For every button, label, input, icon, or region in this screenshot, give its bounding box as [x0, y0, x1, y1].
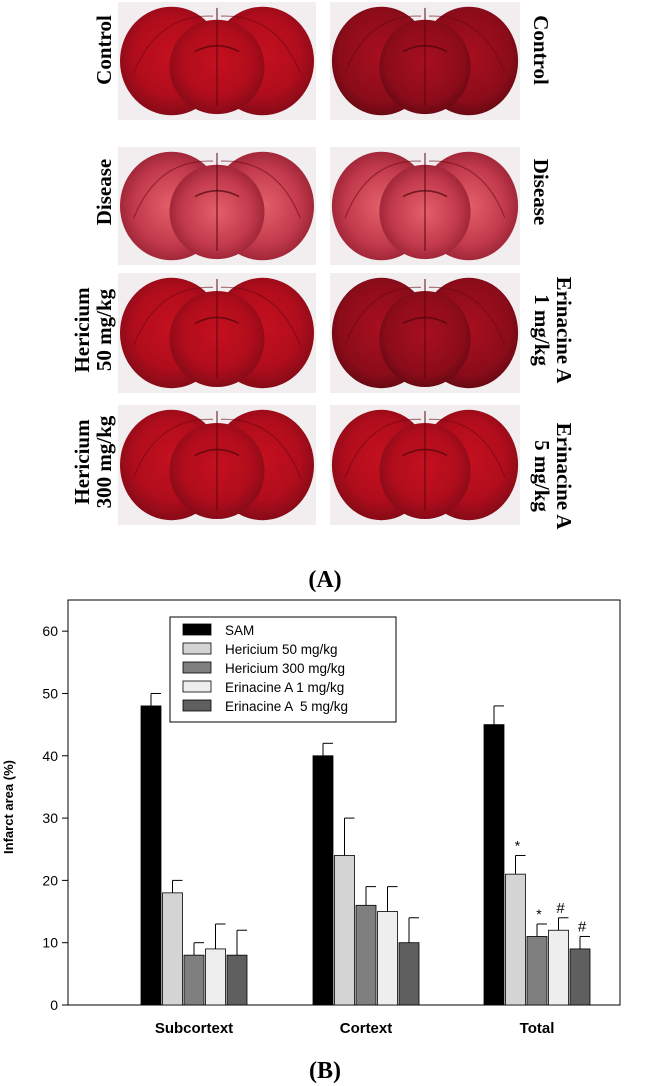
y-tick-label: 20: [42, 872, 58, 888]
legend-swatch: [182, 661, 212, 674]
left-row-label-1: Control: [92, 15, 116, 85]
right-row-label-3-line: Erinacine A: [552, 277, 576, 385]
y-tick-label: 40: [42, 748, 58, 764]
left-row-label-4-line: 300 mg/kg: [92, 415, 116, 508]
significance-mark: *: [536, 906, 542, 922]
left-row-label-3-line: Hericium: [70, 287, 94, 373]
brain-section-left-3: [118, 273, 316, 393]
y-tick-label: 60: [42, 623, 58, 639]
bar: [505, 873, 526, 1006]
bar: [226, 954, 248, 1006]
x-tick-label: Subcortext: [155, 1020, 233, 1037]
bar: [483, 724, 505, 1006]
significance-mark: #: [556, 900, 565, 917]
left-row-label-3-line: 50 mg/kg: [92, 288, 116, 371]
left-row-label-4: Hericium300 mg/kg: [70, 415, 116, 508]
legend-entry: Erinacine A 5 mg/kg: [225, 699, 348, 714]
bar: [312, 755, 334, 1006]
legend-swatch: [182, 642, 212, 655]
bar: [569, 948, 591, 1006]
y-tick-label: 30: [42, 810, 58, 826]
brain-section-right-1: [330, 2, 520, 120]
panel-a-label: (A): [308, 567, 341, 593]
x-tick-label: Total: [520, 1020, 555, 1037]
legend-swatch: [182, 623, 212, 636]
legend-entry: SAM: [225, 623, 254, 638]
y-tick-label: 10: [42, 935, 58, 951]
legend-swatch: [182, 680, 212, 693]
y-tick-label: 50: [42, 685, 58, 701]
left-row-label-2: Disease: [92, 159, 116, 226]
chart-axes: 0 10 20 30 40 50 60 Subcortext Cortext Total: [42, 599, 621, 1037]
y-axis-label: Infarct area (%): [1, 760, 16, 854]
brain-section-right-3: [330, 273, 520, 393]
brain-section-right-2: [330, 147, 520, 265]
left-row-label-4-line: Hericium: [70, 419, 94, 505]
right-row-label-3: Erinacine A1 mg/kg: [530, 277, 576, 385]
significance-mark: #: [578, 918, 587, 935]
bar: [377, 911, 398, 1006]
right-row-label-4: Erinacine A5 mg/kg: [530, 423, 576, 531]
brain-section-left-1: [118, 2, 316, 120]
chart-legend: SAM Hericium 50 mg/kg Hericium 300 mg/kg Er…: [169, 616, 397, 723]
significance-mark: *: [515, 837, 521, 853]
right-row-label-4-line: 5 mg/kg: [530, 440, 554, 512]
legend-swatch: [182, 699, 212, 712]
bar: [140, 705, 162, 1006]
left-row-label-2-line: Disease: [92, 159, 116, 226]
bar: [355, 904, 377, 1006]
legend-entry: Hericium 300 mg/kg: [225, 661, 345, 676]
right-row-label-4-line: Erinacine A: [552, 423, 576, 531]
bar: [548, 929, 569, 1006]
left-row-label-3: Hericium50 mg/kg: [70, 287, 116, 373]
bar: [526, 936, 548, 1006]
x-tick-label: Cortext: [340, 1020, 393, 1037]
right-row-label-2-line: Disease: [529, 159, 553, 226]
bar: [398, 942, 420, 1006]
right-row-label-2: Disease: [529, 159, 553, 226]
chart-bars: * * # #: [140, 692, 591, 1006]
brain-section-right-4: [330, 405, 520, 525]
legend-entry: Hericium 50 mg/kg: [225, 642, 338, 657]
bar: [205, 948, 226, 1006]
y-tick-label: 0: [50, 997, 58, 1013]
bar: [162, 892, 183, 1006]
right-row-label-1: Control: [529, 15, 553, 85]
bar: [183, 954, 205, 1006]
bar: [334, 855, 355, 1006]
legend-entry: Erinacine A 1 mg/kg: [225, 680, 344, 695]
right-row-label-3-line: 1 mg/kg: [530, 294, 554, 366]
panel-b-label: (B): [309, 1058, 341, 1084]
brain-section-left-2: [118, 147, 316, 265]
brain-section-left-4: [118, 405, 316, 525]
infarct-bar-chart: 0 10 20 30 40 50 60 Subcortext Cortext Total * * # #…: [1, 599, 621, 1037]
left-row-label-1-line: Control: [92, 15, 116, 85]
right-row-label-1-line: Control: [529, 15, 553, 85]
